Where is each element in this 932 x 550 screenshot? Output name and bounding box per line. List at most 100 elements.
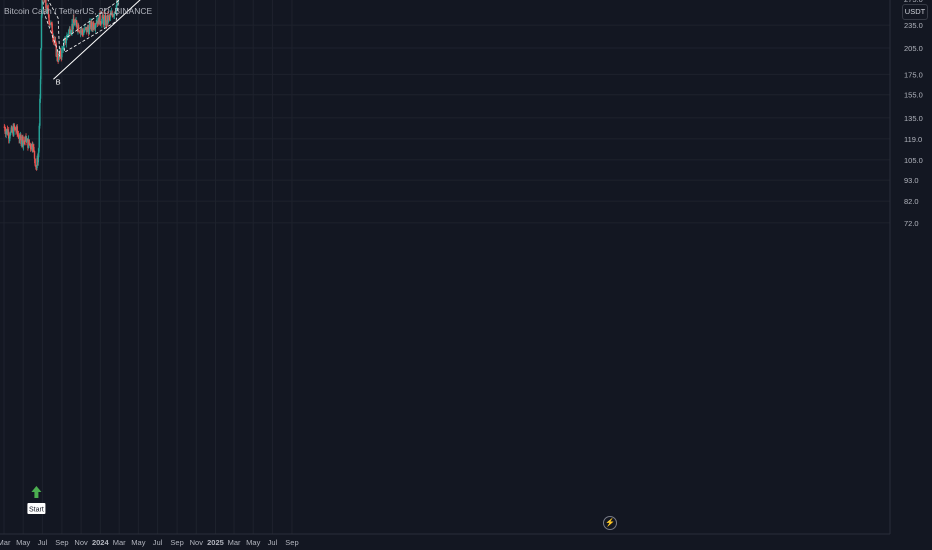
candle-body bbox=[61, 48, 63, 58]
candle-body bbox=[9, 131, 12, 135]
candle-body bbox=[50, 22, 52, 25]
wave-label: B bbox=[56, 77, 61, 86]
candle-body bbox=[113, 11, 116, 16]
candle-body bbox=[46, 6, 48, 12]
x-tick-label: Jul bbox=[268, 538, 278, 547]
chart-grid bbox=[0, 0, 890, 534]
y-tick-label: 275.0 bbox=[904, 0, 923, 4]
candle-body bbox=[69, 28, 71, 34]
y-tick-label: 155.0 bbox=[904, 91, 923, 100]
candle-body bbox=[32, 146, 34, 147]
start-arrow-icon bbox=[31, 486, 42, 498]
y-tick-label: 105.0 bbox=[904, 156, 923, 165]
candle-body bbox=[4, 127, 6, 132]
candle-body bbox=[40, 15, 43, 49]
candle-body bbox=[91, 21, 93, 27]
candle-body bbox=[103, 17, 106, 25]
candle-body bbox=[5, 130, 7, 135]
candle-body bbox=[25, 140, 28, 142]
candle-body bbox=[8, 131, 10, 139]
start-label: Start bbox=[29, 507, 44, 514]
candle-body bbox=[29, 144, 32, 148]
candle-body bbox=[3, 126, 6, 128]
x-tick-label: Jul bbox=[38, 538, 48, 547]
currency-button[interactable]: USDT bbox=[902, 4, 928, 20]
x-tick-label: Sep bbox=[285, 538, 298, 547]
candle-body bbox=[13, 125, 15, 136]
candle-body bbox=[48, 22, 51, 24]
candle-body bbox=[16, 126, 18, 133]
price-axis: 1,300.01,150.0990.0870.0750.0555.0475.02… bbox=[904, 0, 923, 228]
candle-body bbox=[115, 11, 117, 13]
x-tick-label: Nov bbox=[74, 538, 88, 547]
x-tick-label: Mar bbox=[113, 538, 126, 547]
candle-body bbox=[56, 51, 59, 61]
x-tick-label: Jul bbox=[153, 538, 163, 547]
candle-body bbox=[24, 140, 26, 142]
x-tick-label: Sep bbox=[55, 538, 68, 547]
candle-body bbox=[81, 29, 84, 33]
candle-body bbox=[48, 14, 50, 23]
candle-body bbox=[47, 8, 50, 15]
y-tick-label: 119.0 bbox=[904, 135, 922, 144]
candle-body bbox=[53, 36, 55, 42]
candle-body bbox=[58, 55, 60, 61]
lightning-icon[interactable]: ⚡ bbox=[603, 516, 617, 530]
candle-body bbox=[14, 128, 17, 130]
candle-body bbox=[25, 136, 27, 142]
candle-body bbox=[66, 35, 68, 41]
candle-body bbox=[113, 15, 115, 17]
candle-body bbox=[87, 26, 89, 29]
candle-body bbox=[8, 138, 11, 140]
candle-body bbox=[41, 0, 43, 16]
y-tick-label: 72.0 bbox=[904, 219, 919, 228]
candle-body bbox=[55, 43, 57, 57]
candle-body bbox=[82, 32, 85, 35]
candle-body bbox=[79, 30, 82, 34]
candle-body bbox=[75, 20, 78, 27]
candle-body bbox=[107, 16, 110, 22]
candle-body bbox=[110, 14, 112, 16]
x-tick-label: May bbox=[16, 538, 30, 547]
candle-body bbox=[19, 137, 21, 140]
candle-body bbox=[36, 158, 38, 168]
x-tick-label: Nov bbox=[190, 538, 204, 547]
candle-body bbox=[86, 26, 89, 33]
candle-body bbox=[45, 0, 47, 9]
candle-body bbox=[63, 39, 66, 44]
x-tick-label: 2025 bbox=[207, 538, 224, 547]
symbol-title: Bitcoin Cash / TetherUS, 2D, BINANCE bbox=[4, 6, 153, 16]
candle-body bbox=[40, 48, 42, 80]
candle-body bbox=[104, 15, 107, 26]
candle-body bbox=[77, 25, 80, 32]
candle-body bbox=[47, 6, 49, 9]
candle-body bbox=[94, 27, 96, 29]
candle-body bbox=[72, 18, 74, 30]
candle-body bbox=[39, 79, 42, 99]
candle-body bbox=[28, 139, 30, 144]
y-tick-label: 205.0 bbox=[904, 44, 923, 53]
candle-body bbox=[17, 132, 19, 135]
candle-body bbox=[68, 29, 70, 35]
candle-body bbox=[22, 140, 25, 146]
candle-body bbox=[29, 143, 31, 145]
candle-body bbox=[115, 5, 118, 12]
candle-body bbox=[84, 27, 86, 32]
start-badge bbox=[27, 503, 46, 514]
x-tick-label: Mar bbox=[228, 538, 241, 547]
candle-body bbox=[102, 14, 104, 19]
time-axis: Mar May Jul Sep Nov 2024 Mar May Jul Sep Nov 2025 Ma… bbox=[0, 538, 299, 547]
candle-body bbox=[88, 25, 90, 35]
y-tick-label: 235.0 bbox=[904, 21, 923, 30]
candles-layer bbox=[3, 0, 119, 171]
x-tick-label: Sep bbox=[170, 538, 183, 547]
candle-body bbox=[74, 20, 76, 26]
y-tick-label: 135.0 bbox=[904, 114, 923, 123]
candle-body bbox=[51, 23, 53, 35]
candle-body bbox=[73, 18, 75, 23]
candle-body bbox=[95, 23, 97, 25]
candle-body bbox=[39, 98, 41, 126]
y-tick-label: 175.0 bbox=[904, 70, 923, 79]
x-tick-label: 2024 bbox=[92, 538, 110, 547]
